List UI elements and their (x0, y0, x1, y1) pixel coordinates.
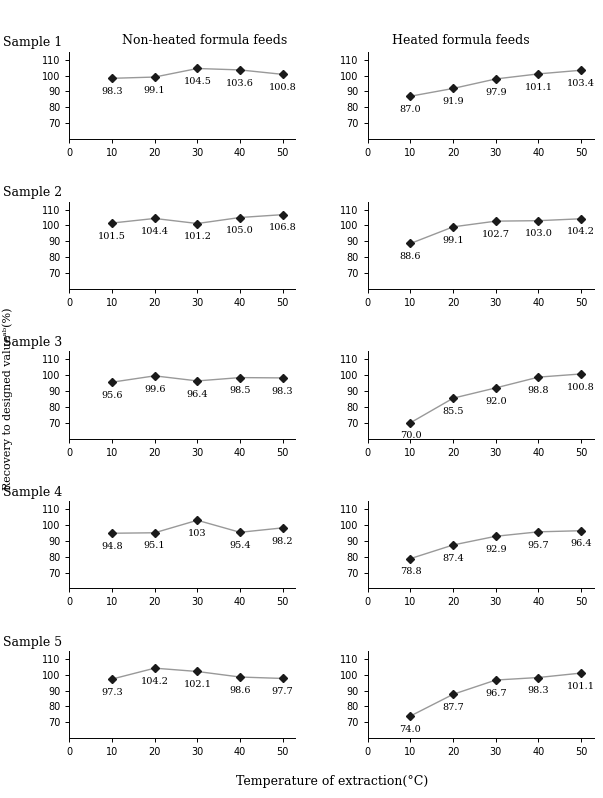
Text: 99.1: 99.1 (144, 85, 165, 95)
Text: 101.5: 101.5 (98, 231, 126, 241)
Text: 104.5: 104.5 (183, 77, 211, 86)
Text: 100.8: 100.8 (567, 383, 595, 392)
Text: 103.6: 103.6 (226, 79, 254, 88)
Text: 97.7: 97.7 (272, 687, 294, 696)
Text: Sample 4: Sample 4 (3, 486, 62, 499)
Text: Heated formula feeds: Heated formula feeds (393, 34, 530, 46)
Text: 101.1: 101.1 (567, 681, 595, 691)
Text: 103: 103 (188, 529, 207, 538)
Text: Sample 1: Sample 1 (3, 37, 62, 49)
Text: 99.6: 99.6 (144, 385, 165, 393)
Text: 98.3: 98.3 (528, 686, 549, 695)
Text: 98.3: 98.3 (272, 386, 294, 396)
Text: Temperature of extraction(°C): Temperature of extraction(°C) (236, 776, 428, 788)
Text: 98.5: 98.5 (229, 386, 251, 395)
Text: Non-heated formula feeds: Non-heated formula feeds (122, 34, 288, 46)
Text: 96.7: 96.7 (485, 689, 507, 697)
Text: 103.0: 103.0 (525, 229, 552, 239)
Text: 87.0: 87.0 (400, 105, 421, 114)
Text: Sample 5: Sample 5 (3, 636, 62, 649)
Text: 88.6: 88.6 (400, 252, 421, 261)
Text: 95.1: 95.1 (144, 542, 165, 551)
Text: Sample 3: Sample 3 (3, 336, 62, 349)
Text: 91.9: 91.9 (443, 97, 464, 106)
Text: 87.4: 87.4 (442, 554, 464, 563)
Text: 104.2: 104.2 (140, 677, 169, 685)
Text: 97.9: 97.9 (485, 88, 507, 97)
Text: 104.4: 104.4 (140, 227, 169, 236)
Text: 103.4: 103.4 (567, 79, 595, 88)
Text: 95.6: 95.6 (101, 391, 123, 400)
Text: 101.1: 101.1 (525, 82, 552, 92)
Text: Recovery to designed valueᵃᵇ(%): Recovery to designed valueᵃᵇ(%) (2, 308, 13, 490)
Text: 101.2: 101.2 (183, 232, 211, 241)
Text: 98.8: 98.8 (528, 385, 549, 395)
Text: 102.1: 102.1 (183, 680, 211, 689)
Text: 98.6: 98.6 (229, 685, 251, 695)
Text: 87.7: 87.7 (442, 703, 464, 712)
Text: Sample 2: Sample 2 (3, 186, 62, 200)
Text: 78.8: 78.8 (400, 567, 421, 576)
Text: 105.0: 105.0 (226, 226, 254, 235)
Text: 99.1: 99.1 (443, 235, 464, 244)
Text: 98.2: 98.2 (272, 536, 294, 546)
Text: 95.7: 95.7 (528, 540, 549, 550)
Text: 94.8: 94.8 (101, 542, 123, 551)
Text: 85.5: 85.5 (443, 407, 464, 416)
Text: 92.0: 92.0 (485, 397, 507, 405)
Text: 70.0: 70.0 (400, 432, 421, 440)
Text: 106.8: 106.8 (269, 223, 297, 232)
Text: 96.4: 96.4 (186, 389, 208, 399)
Text: 98.3: 98.3 (101, 87, 123, 96)
Text: 97.3: 97.3 (101, 688, 123, 697)
Text: 102.7: 102.7 (482, 230, 510, 239)
Text: 74.0: 74.0 (400, 725, 421, 733)
Text: 92.9: 92.9 (485, 545, 507, 554)
Text: 104.2: 104.2 (567, 227, 595, 236)
Text: 96.4: 96.4 (570, 539, 592, 548)
Text: 100.8: 100.8 (269, 83, 297, 92)
Text: 95.4: 95.4 (229, 541, 251, 550)
